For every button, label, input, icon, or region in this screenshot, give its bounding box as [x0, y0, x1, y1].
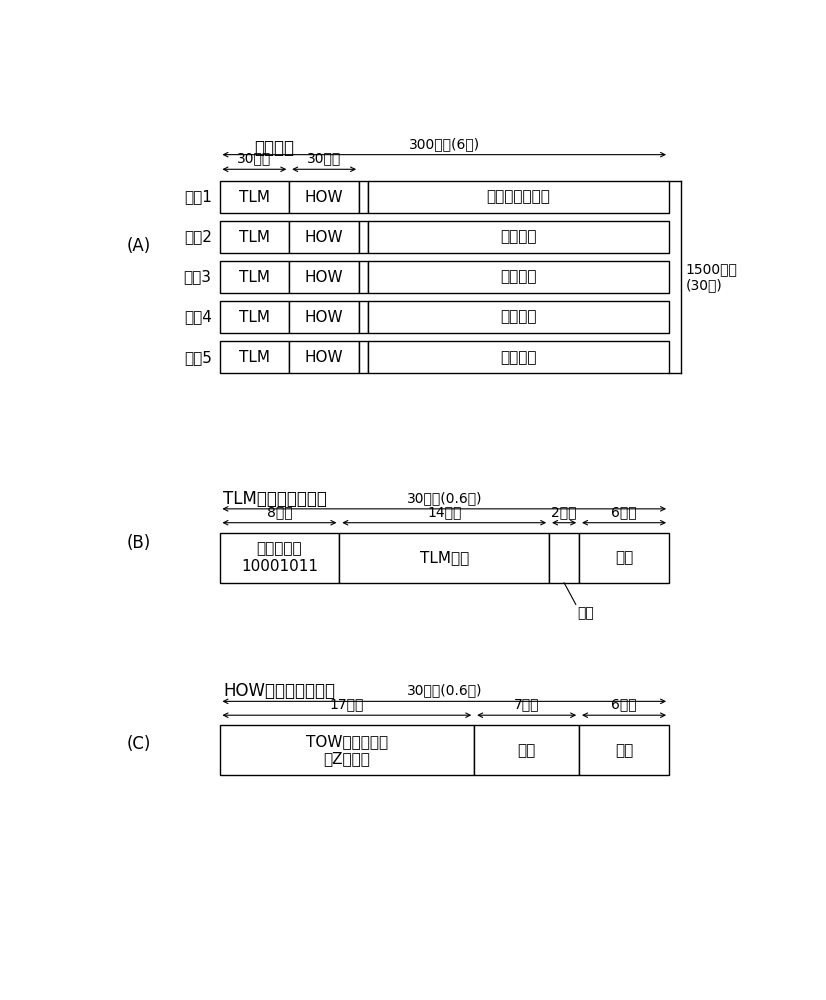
Text: 6比特: 6比特: [611, 697, 637, 711]
Bar: [359, 261, 368, 293]
Text: (C): (C): [126, 735, 151, 753]
Text: 1500比特
(30秒): 1500比特 (30秒): [686, 262, 737, 292]
Bar: [339, 533, 549, 583]
Text: HOW: HOW: [305, 230, 344, 245]
Text: 300比特(6秒): 300比特(6秒): [409, 137, 480, 151]
Bar: [549, 533, 579, 583]
Text: 30比特: 30比特: [307, 151, 341, 165]
Text: HOW: HOW: [305, 310, 344, 325]
Text: 30比特(0.6秒): 30比特(0.6秒): [406, 684, 482, 698]
Bar: [220, 181, 289, 213]
Text: TLM: TLM: [239, 310, 270, 325]
Text: 17比特: 17比特: [330, 697, 364, 711]
Text: TLM: TLM: [239, 350, 270, 365]
Text: 30比特: 30比特: [237, 151, 272, 165]
Text: 奇偶: 奇偶: [615, 743, 634, 758]
Bar: [359, 301, 368, 333]
Text: 保留: 保留: [577, 607, 594, 621]
Bar: [220, 221, 289, 253]
Text: TLM: TLM: [239, 190, 270, 205]
Text: 子帧4: 子帧4: [184, 310, 211, 325]
Text: (A): (A): [126, 237, 151, 255]
Text: 前导码数据
10001011: 前导码数据 10001011: [241, 542, 318, 574]
Text: TLM: TLM: [239, 270, 270, 285]
Bar: [579, 725, 669, 775]
Bar: [359, 181, 368, 213]
Bar: [474, 725, 579, 775]
Text: 数据: 数据: [518, 743, 536, 758]
Bar: [359, 341, 368, 373]
Bar: [368, 301, 669, 333]
Bar: [220, 261, 289, 293]
Bar: [368, 181, 669, 213]
Bar: [579, 533, 669, 583]
Bar: [368, 261, 669, 293]
Text: 子帧2: 子帧2: [184, 230, 211, 245]
Bar: [368, 341, 669, 373]
Text: 2比特: 2比特: [552, 505, 577, 519]
Text: 30比特(0.6秒): 30比特(0.6秒): [406, 491, 482, 505]
Text: 8比特: 8比特: [267, 505, 292, 519]
Bar: [289, 301, 359, 333]
Text: HOW: HOW: [305, 190, 344, 205]
Bar: [289, 221, 359, 253]
Text: TOW（周时间）
（Z计数）: TOW（周时间） （Z计数）: [306, 734, 388, 766]
Text: (B): (B): [126, 534, 151, 552]
Bar: [220, 533, 339, 583]
Bar: [289, 261, 359, 293]
Text: 卫星校正数据等: 卫星校正数据等: [487, 190, 551, 205]
Bar: [220, 725, 474, 775]
Text: 7比特: 7比特: [514, 697, 539, 711]
Text: 子帧1: 子帧1: [184, 190, 211, 205]
Text: HOW: HOW: [305, 270, 344, 285]
Bar: [220, 341, 289, 373]
Text: 主帧结构: 主帧结构: [254, 139, 294, 157]
Bar: [359, 221, 368, 253]
Text: 14比特: 14比特: [427, 505, 462, 519]
Text: 子帧5: 子帧5: [184, 350, 211, 365]
Text: TLM消息: TLM消息: [420, 550, 469, 565]
Text: 星历参数: 星历参数: [501, 270, 537, 285]
Text: HOW（切换）字结构: HOW（切换）字结构: [223, 682, 335, 700]
Text: 6比特: 6比特: [611, 505, 637, 519]
Bar: [368, 221, 669, 253]
Text: 年历参数: 年历参数: [501, 350, 537, 365]
Text: 星历参数: 星历参数: [501, 230, 537, 245]
Text: HOW: HOW: [305, 350, 344, 365]
Text: 年历参数: 年历参数: [501, 310, 537, 325]
Text: 子帧3: 子帧3: [183, 270, 211, 285]
Bar: [220, 301, 289, 333]
Text: TLM（遥测）字结构: TLM（遥测）字结构: [223, 490, 327, 508]
Bar: [289, 341, 359, 373]
Bar: [289, 181, 359, 213]
Text: TLM: TLM: [239, 230, 270, 245]
Text: 奇偶: 奇偶: [615, 550, 634, 565]
